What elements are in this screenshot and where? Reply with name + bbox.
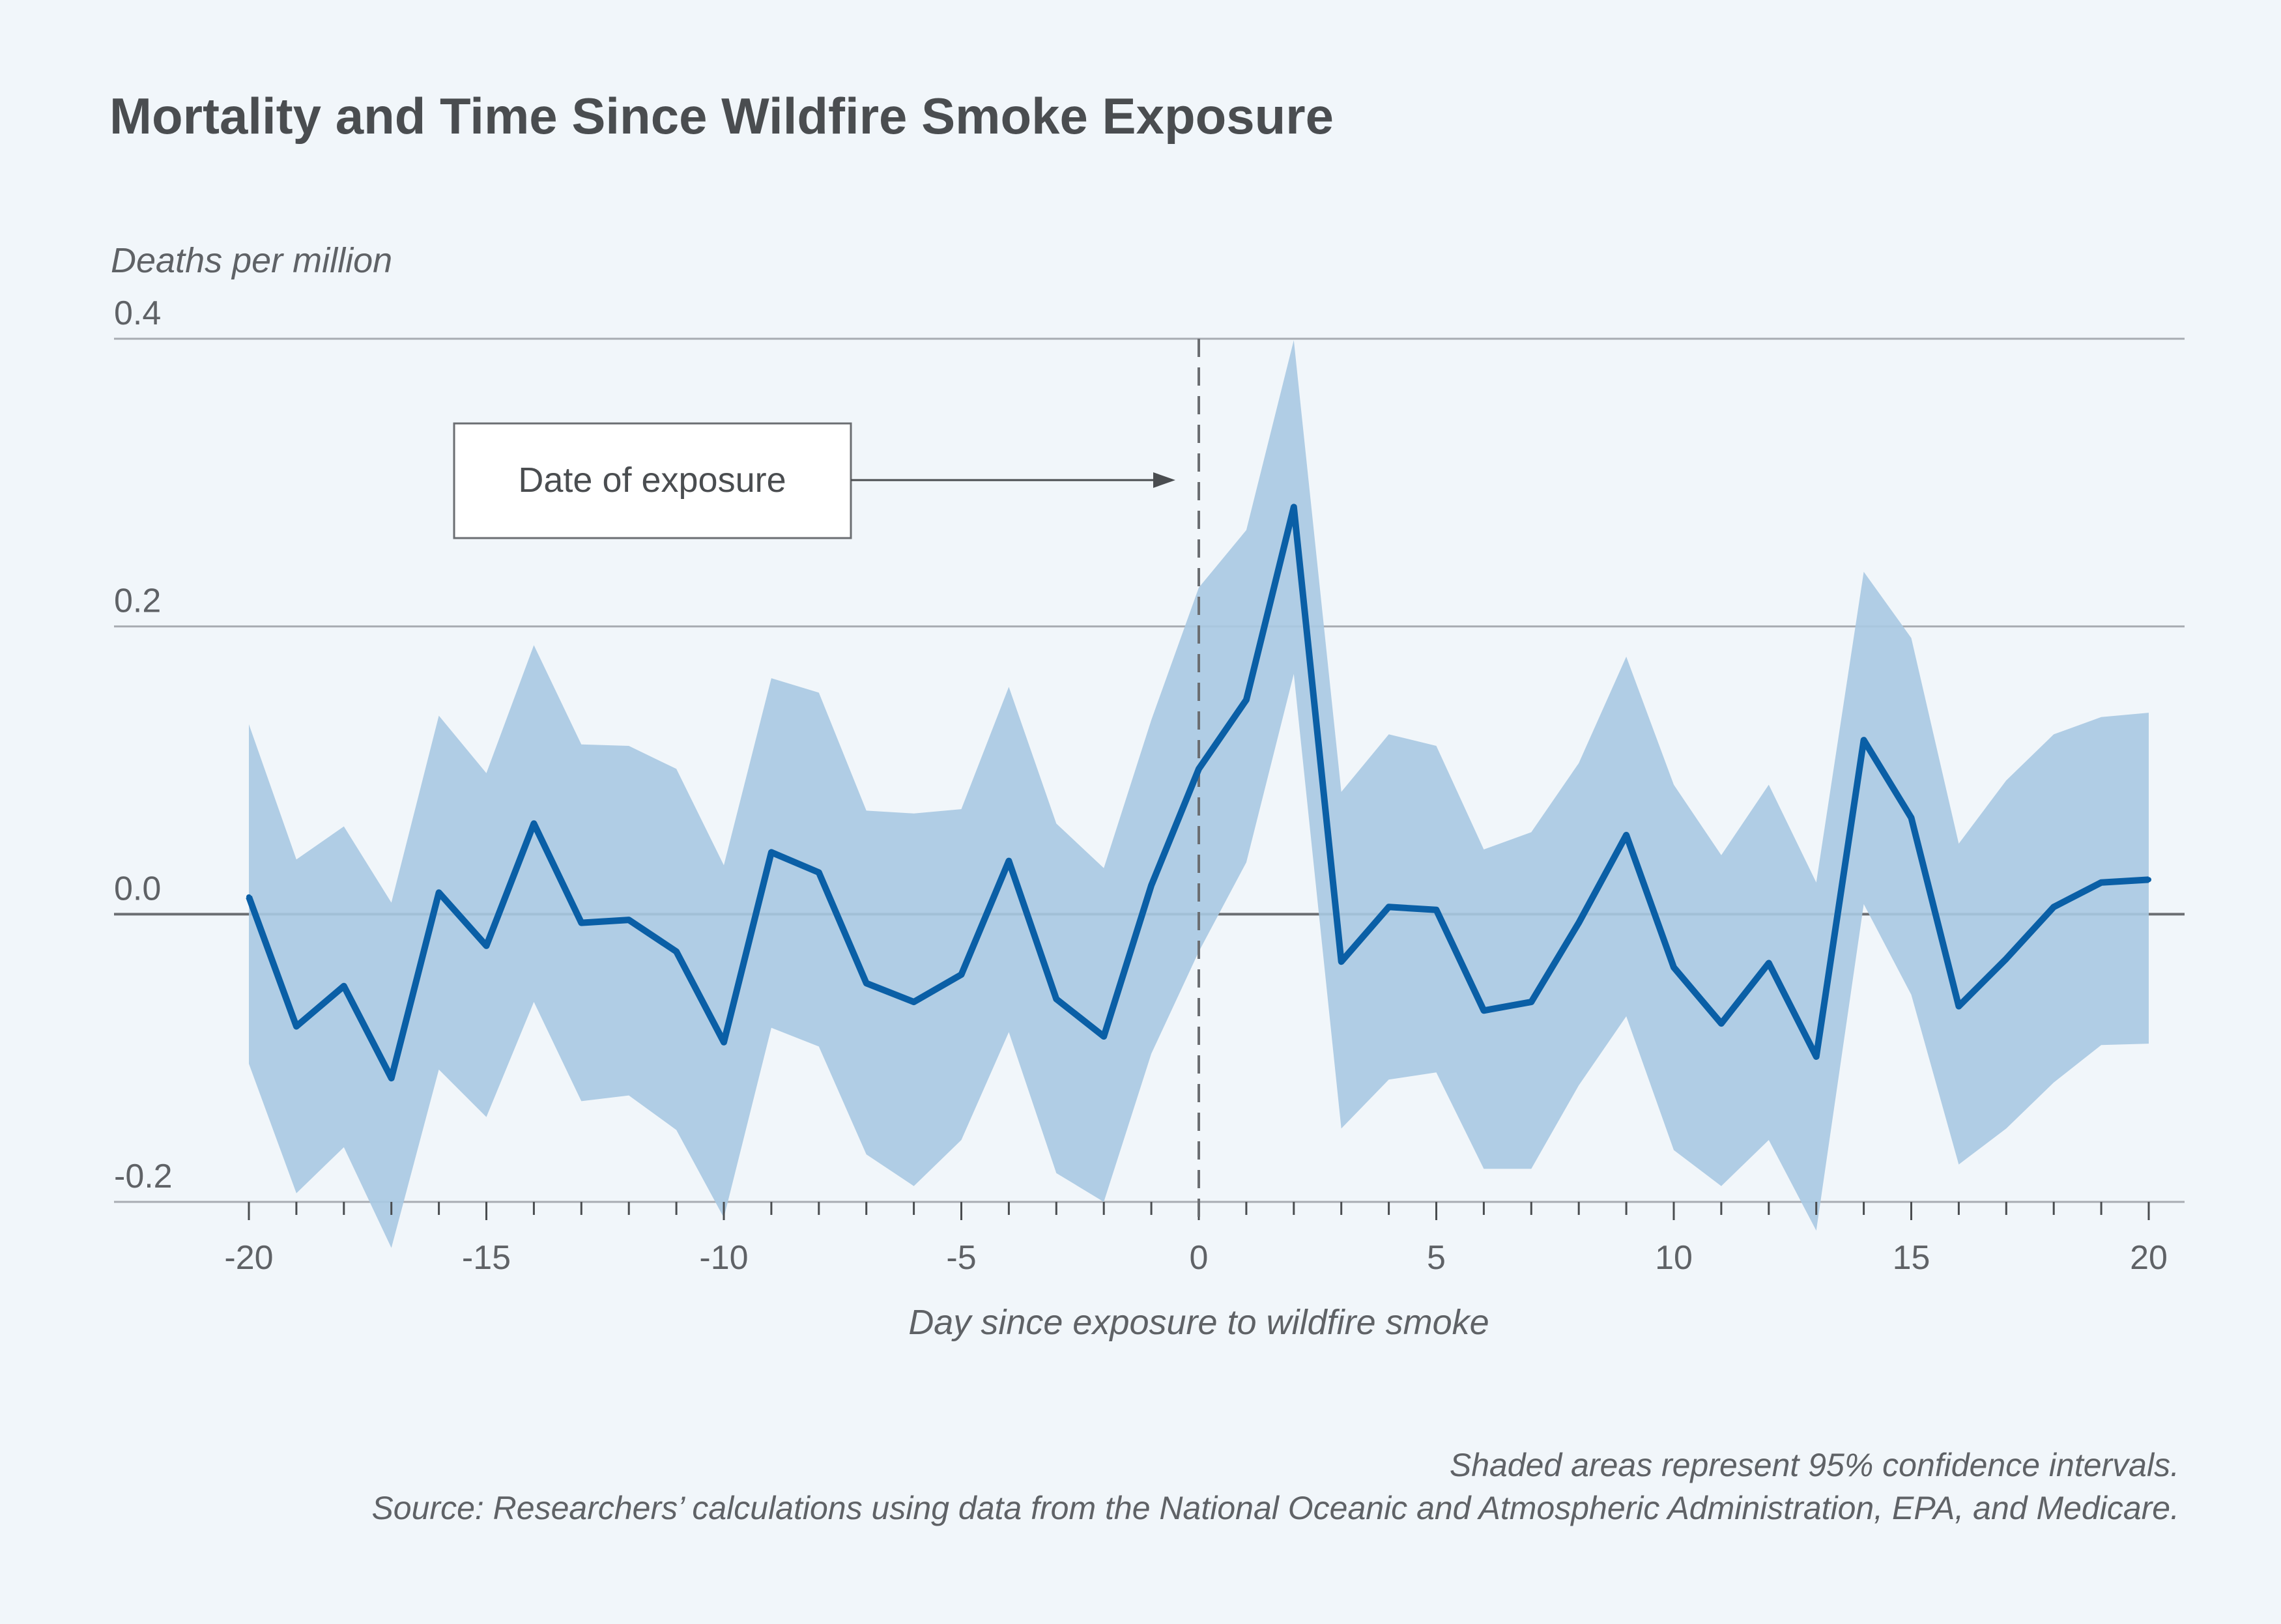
data-point: [1196, 766, 1201, 772]
data-point: [1149, 883, 1155, 889]
data-point: [816, 870, 822, 876]
data-point: [1813, 1053, 1819, 1059]
data-point: [2099, 879, 2104, 885]
y-tick-label: 0.4: [114, 294, 161, 332]
data-point: [436, 890, 442, 896]
y-axis-label: Deaths per million: [111, 241, 392, 280]
y-tick-label: 0.2: [114, 582, 161, 620]
x-tick-label: 15: [1893, 1239, 1930, 1277]
annotation-box: [453, 422, 852, 539]
data-point: [1624, 832, 1629, 838]
data-point: [1908, 815, 1914, 821]
data-point: [1718, 1021, 1724, 1027]
y-tick-label: -0.2: [114, 1158, 173, 1195]
chart-title: Mortality and Time Since Wildfire Smoke …: [109, 87, 1334, 145]
data-point: [674, 948, 680, 954]
data-point: [1433, 907, 1439, 913]
series-group: [246, 504, 2151, 1082]
x-tick-label: 0: [1190, 1239, 1209, 1277]
x-tick-label: 10: [1655, 1239, 1693, 1277]
data-point: [1956, 1003, 1962, 1009]
data-point: [721, 1039, 726, 1045]
note-ci: Shaded areas represent 95% confidence in…: [1450, 1447, 2179, 1483]
data-point: [2146, 877, 2151, 883]
data-point: [1006, 858, 1012, 864]
x-tick-label: 20: [2130, 1239, 2168, 1277]
y-tick-label: 0.0: [114, 870, 161, 907]
data-point: [1528, 999, 1534, 1005]
data-point: [483, 943, 489, 948]
data-point: [958, 972, 964, 978]
data-point: [626, 917, 632, 923]
data-point: [911, 999, 917, 1005]
data-point: [341, 983, 347, 989]
confidence-band-group: [249, 340, 2149, 1248]
data-point: [1671, 965, 1676, 971]
data-point: [1386, 904, 1392, 910]
data-point: [1291, 504, 1297, 510]
data-point: [1481, 1008, 1487, 1014]
data-point: [2051, 904, 2057, 910]
x-tick-label: -15: [462, 1239, 511, 1277]
data-point: [1101, 1034, 1107, 1040]
arrowhead-icon: [1153, 472, 1175, 488]
data-point: [531, 821, 537, 827]
data-point: [388, 1076, 394, 1081]
data-point: [1576, 920, 1582, 926]
data-point: [246, 894, 251, 900]
data-point: [1861, 737, 1867, 743]
x-tick-label: -5: [946, 1239, 976, 1277]
data-point: [2003, 956, 2009, 962]
data-point: [579, 920, 584, 926]
annotation-text: Date of exposure: [518, 461, 786, 500]
x-axis-label: Day since exposure to wildfire smoke: [908, 1303, 1489, 1342]
axes: -20 -15 -10 -5 0 5 10 15 20: [224, 339, 2168, 1277]
data-point: [1243, 697, 1249, 703]
data-point: [293, 1023, 299, 1029]
data-point: [1054, 996, 1059, 1002]
confidence-band: [249, 340, 2149, 1248]
data-point: [863, 980, 869, 986]
x-tick-label: -20: [224, 1239, 273, 1277]
data-point: [1338, 959, 1344, 965]
annotation-group: Date of exposure: [453, 422, 1175, 539]
x-tick-label: 5: [1427, 1239, 1446, 1277]
data-point: [768, 849, 774, 855]
x-tick-label: -10: [699, 1239, 748, 1277]
data-point: [1766, 960, 1772, 966]
note-source: Source: Researchers’ calculations using …: [371, 1490, 2179, 1526]
